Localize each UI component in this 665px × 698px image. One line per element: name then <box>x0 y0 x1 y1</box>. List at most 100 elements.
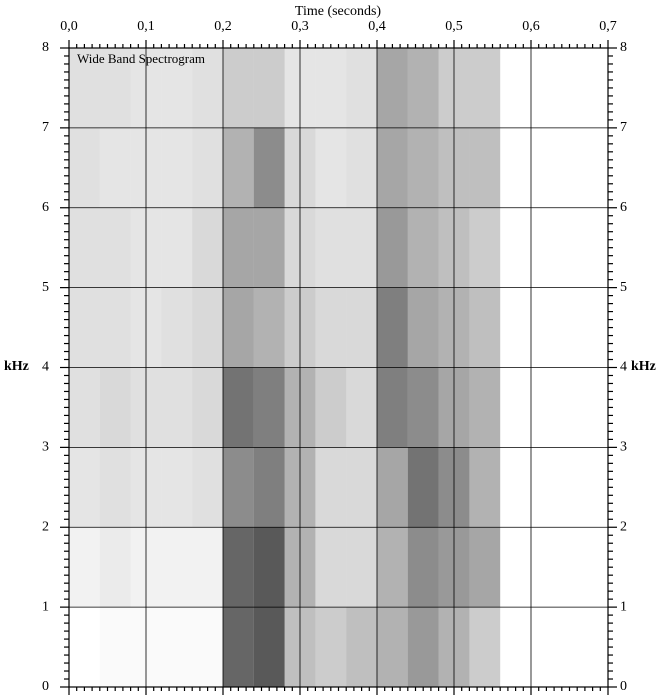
spectrogram-cell <box>253 607 285 687</box>
spectrogram-cell <box>161 447 193 528</box>
spectrogram-cell <box>346 287 377 368</box>
spectrogram-cell <box>69 127 100 208</box>
spectrogram-cell <box>69 527 100 608</box>
spectrogram-cell <box>192 207 223 288</box>
spectrogram-cell <box>315 367 347 448</box>
spectrogram-cell <box>253 367 285 448</box>
spectrogram-cell <box>223 48 254 128</box>
spectrogram-cell <box>469 207 501 288</box>
spectrogram-cell <box>407 447 439 528</box>
spectrogram-cell <box>315 607 347 687</box>
spectrogram-cell <box>69 447 100 528</box>
spectrogram-cell <box>253 287 285 368</box>
y2-tick-label: 5 <box>620 280 627 295</box>
spectrogram-cell <box>161 527 193 608</box>
spectrogram-cell <box>99 127 131 208</box>
spectrogram-cell <box>346 48 377 128</box>
spectrogram-cell <box>99 207 131 288</box>
y-tick-label: 3 <box>42 440 49 455</box>
spectrogram-cell <box>69 607 100 687</box>
spectrogram-cell <box>377 127 408 208</box>
y-tick-label: 8 <box>42 40 49 55</box>
plot-frame <box>68 47 609 688</box>
spectrogram-cell <box>315 527 347 608</box>
spectrogram-cell <box>407 127 439 208</box>
x-tick-label: 0,1 <box>137 19 155 34</box>
spectrogram-cell <box>223 527 254 608</box>
spectrogram-cell <box>407 367 439 448</box>
spectrogram-cell <box>69 207 100 288</box>
spectrogram-cell <box>192 607 223 687</box>
spectrogram-cell <box>253 527 285 608</box>
spectrogram-cell <box>469 367 501 448</box>
spectrogram-cell <box>346 367 377 448</box>
spectrogram-cell <box>253 447 285 528</box>
spectrogram-cell <box>407 607 439 687</box>
spectrogram-cell <box>223 127 254 208</box>
spectrogram-cell <box>253 48 285 128</box>
y-tick-label: 7 <box>42 120 49 135</box>
spectrogram-cell <box>223 367 254 448</box>
x-tick-label: 0,7 <box>599 19 617 34</box>
spectrogram-cell <box>346 527 377 608</box>
spectrogram-cell <box>99 527 131 608</box>
spectrogram-cell <box>253 207 285 288</box>
spectrogram-cell <box>161 127 193 208</box>
y-tick-label: 2 <box>42 519 49 534</box>
spectrogram-cell <box>69 287 100 368</box>
spectrogram-cell <box>377 48 408 128</box>
spectrogram-cell <box>315 447 347 528</box>
spectrogram-cell <box>469 607 501 687</box>
spectrogram-cell <box>99 447 131 528</box>
spectrogram-cell <box>346 447 377 528</box>
y2-tick-label: 6 <box>620 200 627 215</box>
spectrogram-cell <box>315 207 347 288</box>
y2-tick-label: 8 <box>620 40 627 55</box>
spectrogram-cell <box>161 287 193 368</box>
spectrogram-cell <box>315 48 347 128</box>
x-tick-label: 0,5 <box>445 19 463 34</box>
spectrogram-cell <box>99 287 131 368</box>
spectrogram-cell <box>192 447 223 528</box>
spectrogram-cell <box>192 527 223 608</box>
spectrogram-cell <box>161 367 193 448</box>
spectrogram-cell <box>377 207 408 288</box>
spectrogram-cell <box>377 447 408 528</box>
y-tick-label: 0 <box>42 679 49 694</box>
spectrogram-cell <box>69 367 100 448</box>
x-tick-label: 0,2 <box>214 19 232 34</box>
y-tick-label: 1 <box>42 599 49 614</box>
x-tick-label: 0,6 <box>522 19 540 34</box>
spectrogram-cell <box>377 527 408 608</box>
spectrogram-cell <box>99 48 131 128</box>
y2-tick-label: 2 <box>620 519 627 534</box>
spectrogram-cell <box>161 207 193 288</box>
spectrogram-cell <box>469 287 501 368</box>
spectrogram-cell <box>407 48 439 128</box>
spectrogram-cell <box>407 527 439 608</box>
y-tick-label: 5 <box>42 280 49 295</box>
y-tick-label: 4 <box>42 360 49 375</box>
spectrogram-cell <box>161 48 193 128</box>
spectrogram-cell <box>346 127 377 208</box>
spectrogram-cell <box>192 287 223 368</box>
spectrogram-cell <box>469 127 501 208</box>
spectrogram-cell <box>377 367 408 448</box>
x-tick-label: 0,4 <box>368 19 386 34</box>
spectrogram-cell <box>315 127 347 208</box>
spectrogram-cell <box>192 367 223 448</box>
spectrogram-cell <box>377 287 408 368</box>
spectrogram-cell <box>99 367 131 448</box>
spectrogram-cell <box>346 607 377 687</box>
spectrogram-cell <box>407 287 439 368</box>
spectrogram-cell <box>469 527 501 608</box>
spectrogram-cell <box>69 48 100 128</box>
spectrogram-cell <box>346 207 377 288</box>
spectrogram-cell <box>223 207 254 288</box>
chart-title: Time (seconds) <box>295 4 382 19</box>
spectrogram-cell <box>469 447 501 528</box>
x-tick-label: 0,0 <box>60 19 78 34</box>
y2-tick-label: 7 <box>620 120 627 135</box>
